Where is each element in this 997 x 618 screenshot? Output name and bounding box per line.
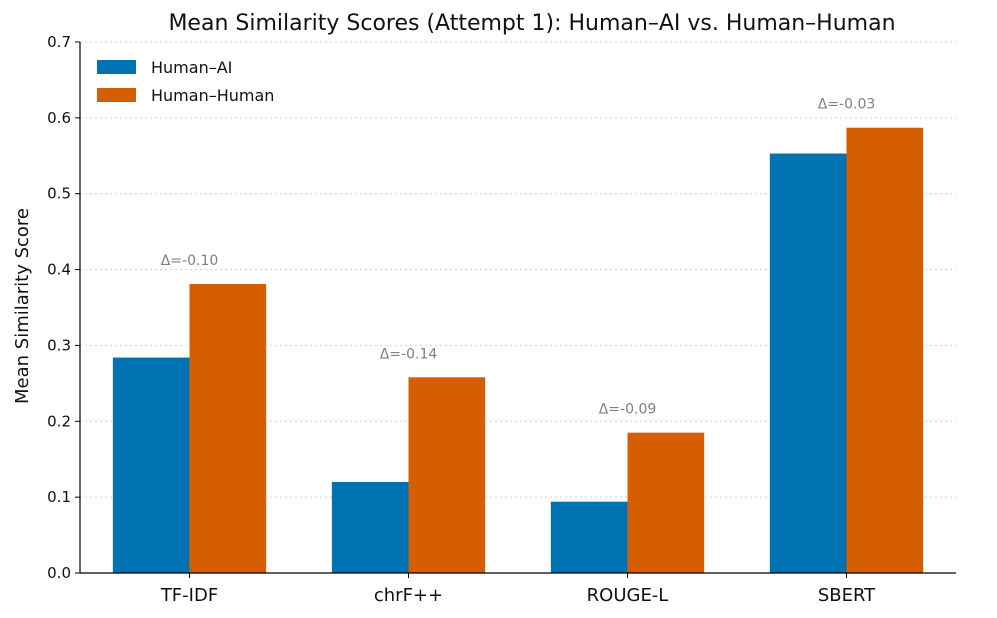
- delta-annotation: Δ=-0.14: [380, 346, 438, 362]
- bar-human-human: [627, 432, 705, 573]
- x-tick-label: chrF++: [374, 585, 443, 606]
- x-tick-label: SBERT: [818, 585, 876, 606]
- y-tick-label: 0.7: [47, 33, 71, 51]
- bar-human-human: [846, 127, 924, 574]
- y-tick-label: 0.4: [47, 261, 71, 279]
- bar-human-human: [408, 377, 486, 573]
- x-tick-label: ROUGE-L: [587, 585, 669, 606]
- bar-human-human: [189, 283, 267, 573]
- legend-label-human-human: Human–Human: [151, 86, 274, 105]
- delta-annotation: Δ=-0.09: [599, 402, 657, 418]
- y-axis-label: Mean Similarity Score: [12, 208, 33, 404]
- x-ticks: TF-IDF chrF++ ROUGE-L SBERT: [160, 573, 876, 606]
- delta-annotation: Δ=-0.03: [818, 97, 876, 113]
- y-tick-label: 0.2: [47, 412, 71, 430]
- annotations: Δ=-0.10 Δ=-0.14 Δ=-0.09 Δ=-0.03: [161, 97, 876, 418]
- legend-label-human-ai: Human–AI: [151, 58, 232, 77]
- chart-title: Mean Similarity Scores (Attempt 1): Huma…: [168, 11, 895, 36]
- bar-human-ai: [331, 481, 409, 573]
- legend-swatch-human-human: [97, 88, 136, 102]
- legend-swatch-human-ai: [97, 60, 136, 74]
- y-tick-label: 0.3: [47, 336, 71, 354]
- y-tick-label: 0.6: [47, 109, 71, 127]
- x-tick-label: TF-IDF: [160, 585, 218, 606]
- bar-human-ai: [550, 501, 628, 573]
- legend: Human–AI Human–Human: [97, 58, 274, 105]
- y-tick-label: 0.0: [47, 564, 71, 582]
- delta-annotation: Δ=-0.10: [161, 253, 219, 269]
- bar-human-ai: [769, 153, 847, 573]
- bars: [112, 127, 924, 574]
- y-tick-label: 0.1: [47, 488, 71, 506]
- bar-human-ai: [112, 357, 190, 573]
- y-ticks: 0.0 0.1 0.2 0.3 0.4 0.5 0.6 0.7: [47, 33, 80, 582]
- y-tick-label: 0.5: [47, 185, 71, 203]
